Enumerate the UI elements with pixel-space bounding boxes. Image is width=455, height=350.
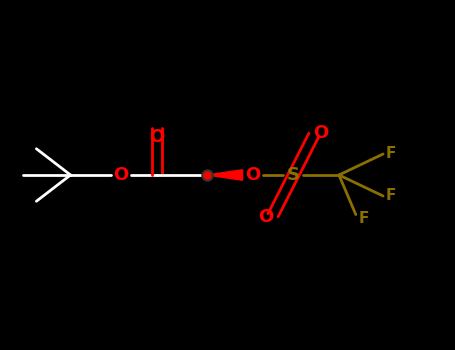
Polygon shape	[207, 170, 243, 180]
Text: F: F	[386, 147, 396, 161]
Text: O: O	[258, 208, 274, 226]
Text: F: F	[386, 189, 396, 203]
Text: O: O	[149, 127, 165, 146]
Text: S: S	[287, 166, 300, 184]
Text: O: O	[245, 166, 260, 184]
Text: O: O	[113, 166, 128, 184]
Text: F: F	[359, 211, 369, 226]
Text: O: O	[313, 124, 329, 142]
